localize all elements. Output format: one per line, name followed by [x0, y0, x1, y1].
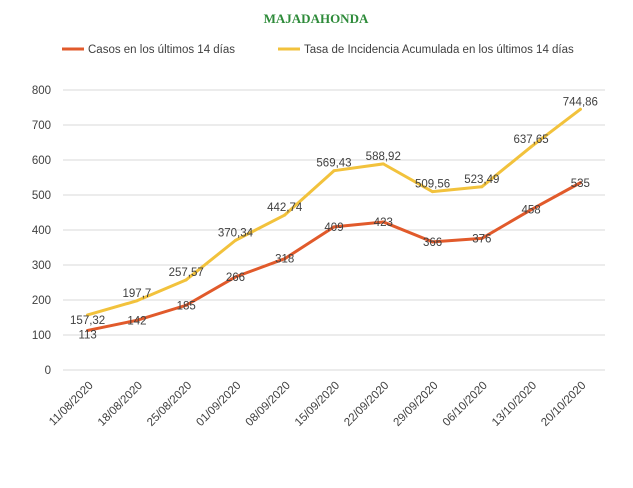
x-tick-label: 29/09/2020 — [391, 380, 440, 429]
data-label-tasa: 569,43 — [316, 158, 351, 170]
y-tick-label: 500 — [32, 190, 51, 202]
y-tick-label: 200 — [32, 295, 51, 307]
series-lines — [86, 107, 582, 332]
y-tick-label: 400 — [32, 225, 51, 237]
data-label-casos: 409 — [324, 222, 343, 234]
data-point-casos — [431, 240, 435, 244]
data-label-casos: 142 — [127, 315, 146, 327]
data-point-tasa — [86, 313, 90, 317]
data-point-tasa — [233, 238, 237, 242]
legend: Casos en los últimos 14 días Tasa de Inc… — [62, 44, 574, 56]
data-point-casos — [480, 236, 484, 240]
chart-title: MAJADAHONDA — [264, 11, 369, 26]
data-point-casos — [184, 303, 188, 307]
x-tick-label: 01/09/2020 — [194, 380, 243, 429]
legend-label-casos: Casos en los últimos 14 días — [88, 44, 235, 56]
data-point-tasa — [135, 299, 139, 303]
y-tick-label: 100 — [32, 330, 51, 342]
data-point-casos — [283, 257, 287, 261]
data-point-casos — [332, 225, 336, 229]
legend-label-tasa: Tasa de Incidencia Acumulada en los últi… — [304, 44, 574, 56]
x-axis-ticks: 11/08/2020 18/08/2020 25/08/2020 01/09/2020… — [47, 380, 588, 429]
data-label-casos: 185 — [177, 300, 196, 312]
x-tick-label: 08/09/2020 — [244, 380, 293, 429]
data-point-tasa — [431, 190, 435, 194]
data-label-casos: 458 — [521, 205, 540, 217]
data-point-tasa — [381, 162, 385, 166]
data-label-casos: 113 — [78, 329, 96, 341]
data-point-tasa — [184, 278, 188, 282]
data-point-tasa — [283, 213, 287, 217]
data-point-casos — [529, 208, 533, 212]
y-axis-ticks: 0 100 200 300 400 500 600 700 800 — [32, 85, 51, 377]
x-tick-label: 18/08/2020 — [96, 380, 145, 429]
data-point-casos — [381, 220, 385, 224]
data-label-tasa: 370,34 — [218, 227, 254, 239]
data-label-tasa: 257,57 — [169, 267, 204, 279]
data-label-tasa: 744,86 — [563, 96, 598, 108]
series-line-tasa — [86, 107, 582, 317]
x-tick-label: 13/10/2020 — [490, 380, 539, 429]
data-point-tasa — [529, 145, 533, 149]
data-label-tasa: 588,92 — [366, 151, 401, 163]
data-label-tasa: 523,49 — [464, 174, 499, 186]
data-labels: 113 142 185 266 318 409 423 366 376 458 535 157,32 1… — [70, 96, 598, 341]
data-label-casos: 366 — [423, 237, 442, 249]
data-label-casos: 266 — [226, 272, 245, 284]
gridlines — [63, 89, 605, 371]
data-label-casos: 535 — [571, 178, 590, 190]
data-label-tasa: 509,56 — [415, 179, 450, 191]
data-point-tasa — [480, 185, 484, 189]
y-tick-label: 0 — [45, 365, 51, 377]
data-point-casos — [86, 328, 90, 332]
data-point-casos — [578, 181, 582, 185]
data-point-tasa — [578, 107, 582, 111]
x-tick-label: 25/08/2020 — [145, 380, 194, 429]
x-tick-label: 11/08/2020 — [47, 380, 96, 429]
series-line-casos — [86, 181, 582, 332]
x-tick-label: 15/09/2020 — [293, 380, 342, 429]
data-point-tasa — [332, 169, 336, 173]
y-tick-label: 300 — [32, 260, 51, 272]
data-label-tasa: 442,74 — [267, 202, 303, 214]
data-label-casos: 376 — [472, 233, 491, 245]
y-tick-label: 800 — [32, 85, 51, 97]
data-label-tasa: 157,32 — [70, 315, 105, 327]
data-label-tasa: 637,65 — [513, 134, 548, 146]
x-tick-label: 22/09/2020 — [342, 380, 391, 429]
y-tick-label: 600 — [32, 155, 51, 167]
data-label-casos: 318 — [275, 254, 294, 266]
x-tick-label: 06/10/2020 — [441, 380, 490, 429]
data-label-casos: 423 — [374, 217, 393, 229]
data-point-casos — [135, 318, 139, 322]
data-point-casos — [233, 275, 237, 279]
data-label-tasa: 197,7 — [123, 288, 152, 300]
x-tick-label: 20/10/2020 — [539, 380, 588, 429]
y-tick-label: 700 — [32, 120, 51, 132]
